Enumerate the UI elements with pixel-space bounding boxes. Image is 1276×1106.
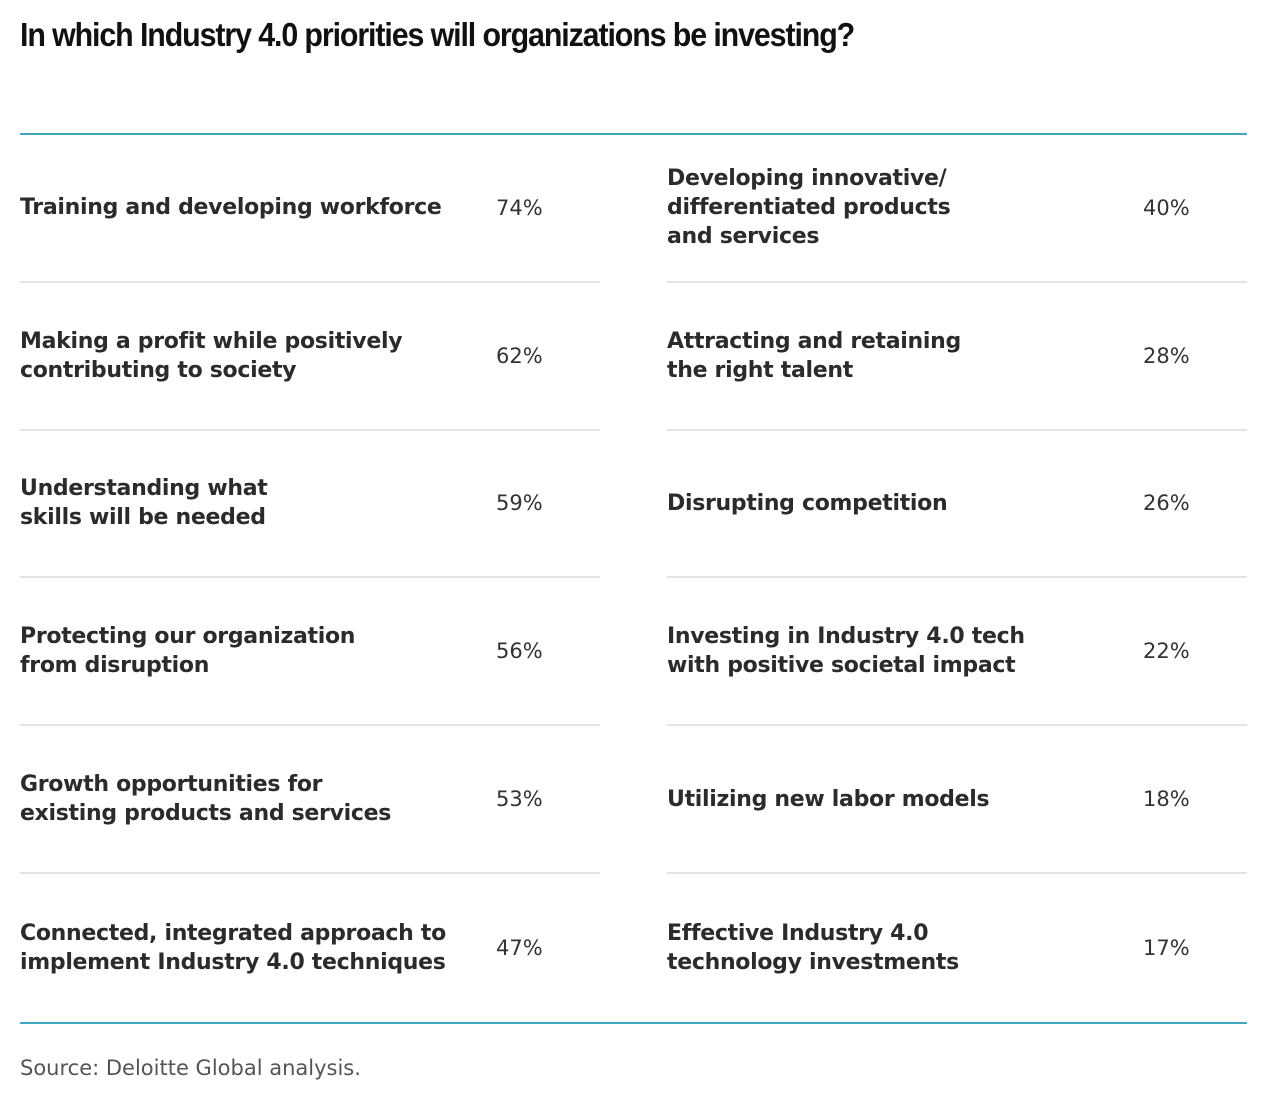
row-value: 56%	[496, 639, 543, 664]
bottom-accent-rule	[20, 1022, 1247, 1024]
row-value: 26%	[1143, 491, 1190, 516]
table-row: Training and developing workforce 74%	[20, 135, 600, 283]
row-value: 40%	[1143, 195, 1190, 220]
source-note: Source: Deloitte Global analysis.	[20, 1056, 361, 1080]
table-row: Effective Industry 4.0 technology invest…	[667, 874, 1247, 1022]
row-value: 74%	[496, 195, 543, 220]
right-column: Developing innovative/ differentiated pr…	[667, 135, 1247, 1022]
table-row: Attracting and retaining the right talen…	[667, 283, 1247, 431]
row-value: 18%	[1143, 787, 1190, 812]
row-value: 47%	[496, 935, 543, 960]
row-value: 59%	[496, 491, 543, 516]
chart-title: In which Industry 4.0 priorities will or…	[20, 16, 855, 53]
row-label: Disrupting competition	[667, 490, 948, 516]
row-label: Effective Industry 4.0 technology invest…	[667, 920, 959, 975]
row-value: 53%	[496, 787, 543, 812]
table-row: Utilizing new labor models 18%	[667, 726, 1247, 874]
table-row: Disrupting competition 26%	[667, 431, 1247, 579]
table-row: Developing innovative/ differentiated pr…	[667, 135, 1247, 283]
table-row: Understanding what skills will be needed…	[20, 431, 600, 579]
row-label: Attracting and retaining the right talen…	[667, 328, 961, 383]
left-column: Training and developing workforce 74% Ma…	[20, 135, 600, 1022]
row-value: 62%	[496, 343, 543, 368]
table-row: Growth opportunities for existing produc…	[20, 726, 600, 874]
row-label: Growth opportunities for existing produc…	[20, 772, 392, 827]
row-label: Training and developing workforce	[20, 195, 442, 221]
table-row: Investing in Industry 4.0 tech with posi…	[667, 578, 1247, 727]
table-row: Making a profit while positively contrib…	[20, 283, 600, 431]
row-value: 28%	[1143, 343, 1190, 368]
table-row: Connected, integrated approach to implem…	[20, 874, 600, 1022]
row-label: Protecting our organization from disrupt…	[20, 624, 356, 679]
row-label: Understanding what skills will be needed	[20, 476, 268, 531]
row-value: 22%	[1143, 639, 1190, 664]
table-row: Protecting our organization from disrupt…	[20, 578, 600, 727]
top-accent-rule	[20, 133, 1247, 135]
row-label: Developing innovative/ differentiated pr…	[667, 166, 951, 250]
row-label: Connected, integrated approach to implem…	[20, 920, 446, 975]
row-value: 17%	[1143, 935, 1190, 960]
row-label: Making a profit while positively contrib…	[20, 328, 403, 383]
row-label: Utilizing new labor models	[667, 786, 990, 812]
row-label: Investing in Industry 4.0 tech with posi…	[667, 624, 1025, 679]
